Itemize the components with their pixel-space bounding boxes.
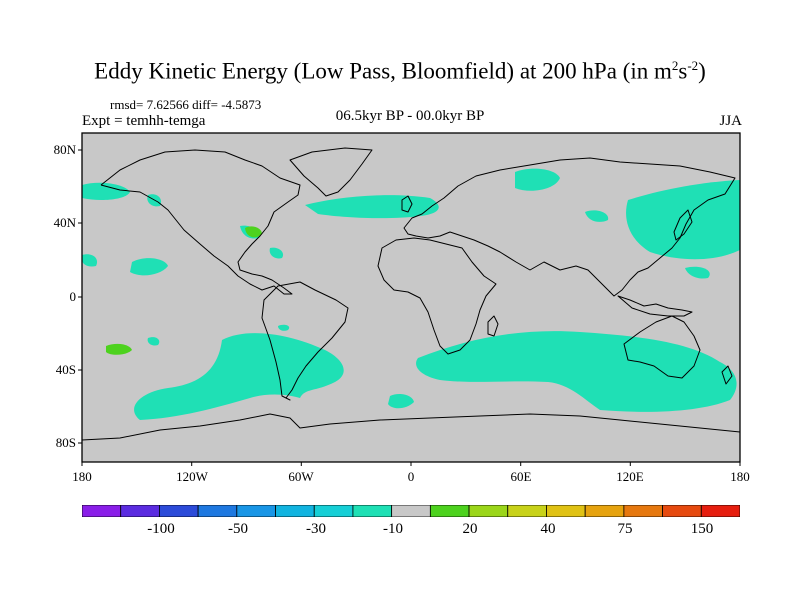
lon-label-120e: 120E	[616, 469, 644, 484]
colorbar-swatch	[584, 505, 625, 517]
negative-anomaly-region	[685, 266, 710, 279]
colorbar-label: 20	[462, 521, 478, 537]
colorbar-swatch	[429, 505, 470, 517]
colorbar-swatch	[700, 505, 740, 517]
negative-anomaly-region	[130, 258, 168, 276]
lon-label-60w: 60W	[288, 469, 314, 484]
colorbar-label: -10	[383, 521, 403, 537]
colorbar-swatch	[391, 505, 431, 517]
negative-anomaly-region	[82, 182, 130, 200]
japan-coastline	[673, 209, 693, 241]
figure-title: Eddy Kinetic Energy (Low Pass, Bloomfiel…	[94, 58, 706, 84]
colorbar-label: 75	[617, 521, 633, 537]
lat-label-40s: 40S	[55, 362, 76, 377]
anomaly-regions	[82, 168, 740, 420]
negative-anomaly-region	[515, 168, 560, 191]
lon-label-180e: 180	[730, 469, 750, 484]
colorbar-swatch	[159, 505, 199, 517]
positive-anomaly-region	[106, 343, 132, 355]
colorbar-swatch	[82, 505, 122, 517]
lat-label-equator: 0	[69, 289, 77, 304]
colorbar-swatch	[197, 505, 238, 517]
colorbar-swatch	[313, 505, 354, 517]
axis-ticks	[78, 149, 741, 466]
greenland-coastline	[289, 147, 373, 197]
negative-anomaly-region	[305, 195, 439, 219]
colorbar-swatch	[120, 505, 160, 517]
positive-anomaly-region	[245, 226, 262, 238]
negative-anomaly-region	[416, 331, 737, 412]
season-label: JJA	[719, 113, 742, 129]
colorbar-swatch	[236, 505, 276, 517]
lat-label-80n: 80N	[53, 142, 76, 157]
australia-coastline	[623, 315, 701, 379]
negative-anomaly-region	[388, 394, 414, 409]
colorbar-swatch	[507, 505, 547, 517]
colorbar-label: -30	[306, 521, 326, 537]
colorbar-swatch	[662, 505, 702, 517]
colorbar-label: 40	[540, 521, 556, 537]
new-zealand-coastline	[721, 365, 733, 385]
experiment-label: Expt = temhh-temga	[82, 113, 206, 129]
eurasia-coastline	[403, 157, 736, 297]
british-isles-coastline	[401, 195, 413, 213]
colorbar-label: -100	[147, 521, 175, 537]
colorbar-swatch	[546, 505, 586, 517]
negative-anomaly-region	[626, 180, 740, 260]
colorbar-swatch	[275, 505, 315, 517]
north-america-coastline	[100, 149, 301, 295]
colorbar-swatch	[623, 505, 663, 517]
negative-anomaly-region	[147, 337, 160, 346]
colorbar-label: -50	[228, 521, 248, 537]
stats-text: rmsd= 7.62566 diff= -4.5873	[110, 97, 262, 112]
antarctica-coastline	[82, 413, 740, 441]
negative-anomaly-region	[278, 324, 290, 331]
negative-anomaly-region	[269, 247, 284, 259]
colorbar	[82, 505, 740, 517]
lon-label-60e: 60E	[510, 469, 532, 484]
negative-anomaly-region	[585, 210, 609, 222]
lon-label-180w: 180	[72, 469, 92, 484]
period-label: 06.5kyr BP - 00.0kyr BP	[335, 108, 485, 124]
lat-label-80s: 80S	[55, 435, 76, 450]
indonesia-coastline	[617, 295, 693, 317]
coastlines	[82, 147, 740, 441]
colorbar-swatch	[468, 505, 509, 517]
negative-anomaly-region	[134, 333, 344, 420]
lat-label-40n: 40N	[53, 215, 76, 230]
negative-anomaly-region	[82, 254, 98, 267]
lon-label-120w: 120W	[176, 469, 208, 484]
lon-label-0: 0	[407, 469, 415, 484]
africa-coastline	[377, 237, 497, 355]
colorbar-swatch	[352, 505, 393, 517]
south-america-coastline	[261, 281, 349, 401]
colorbar-label: 150	[690, 521, 714, 537]
madagascar-coastline	[487, 315, 499, 337]
